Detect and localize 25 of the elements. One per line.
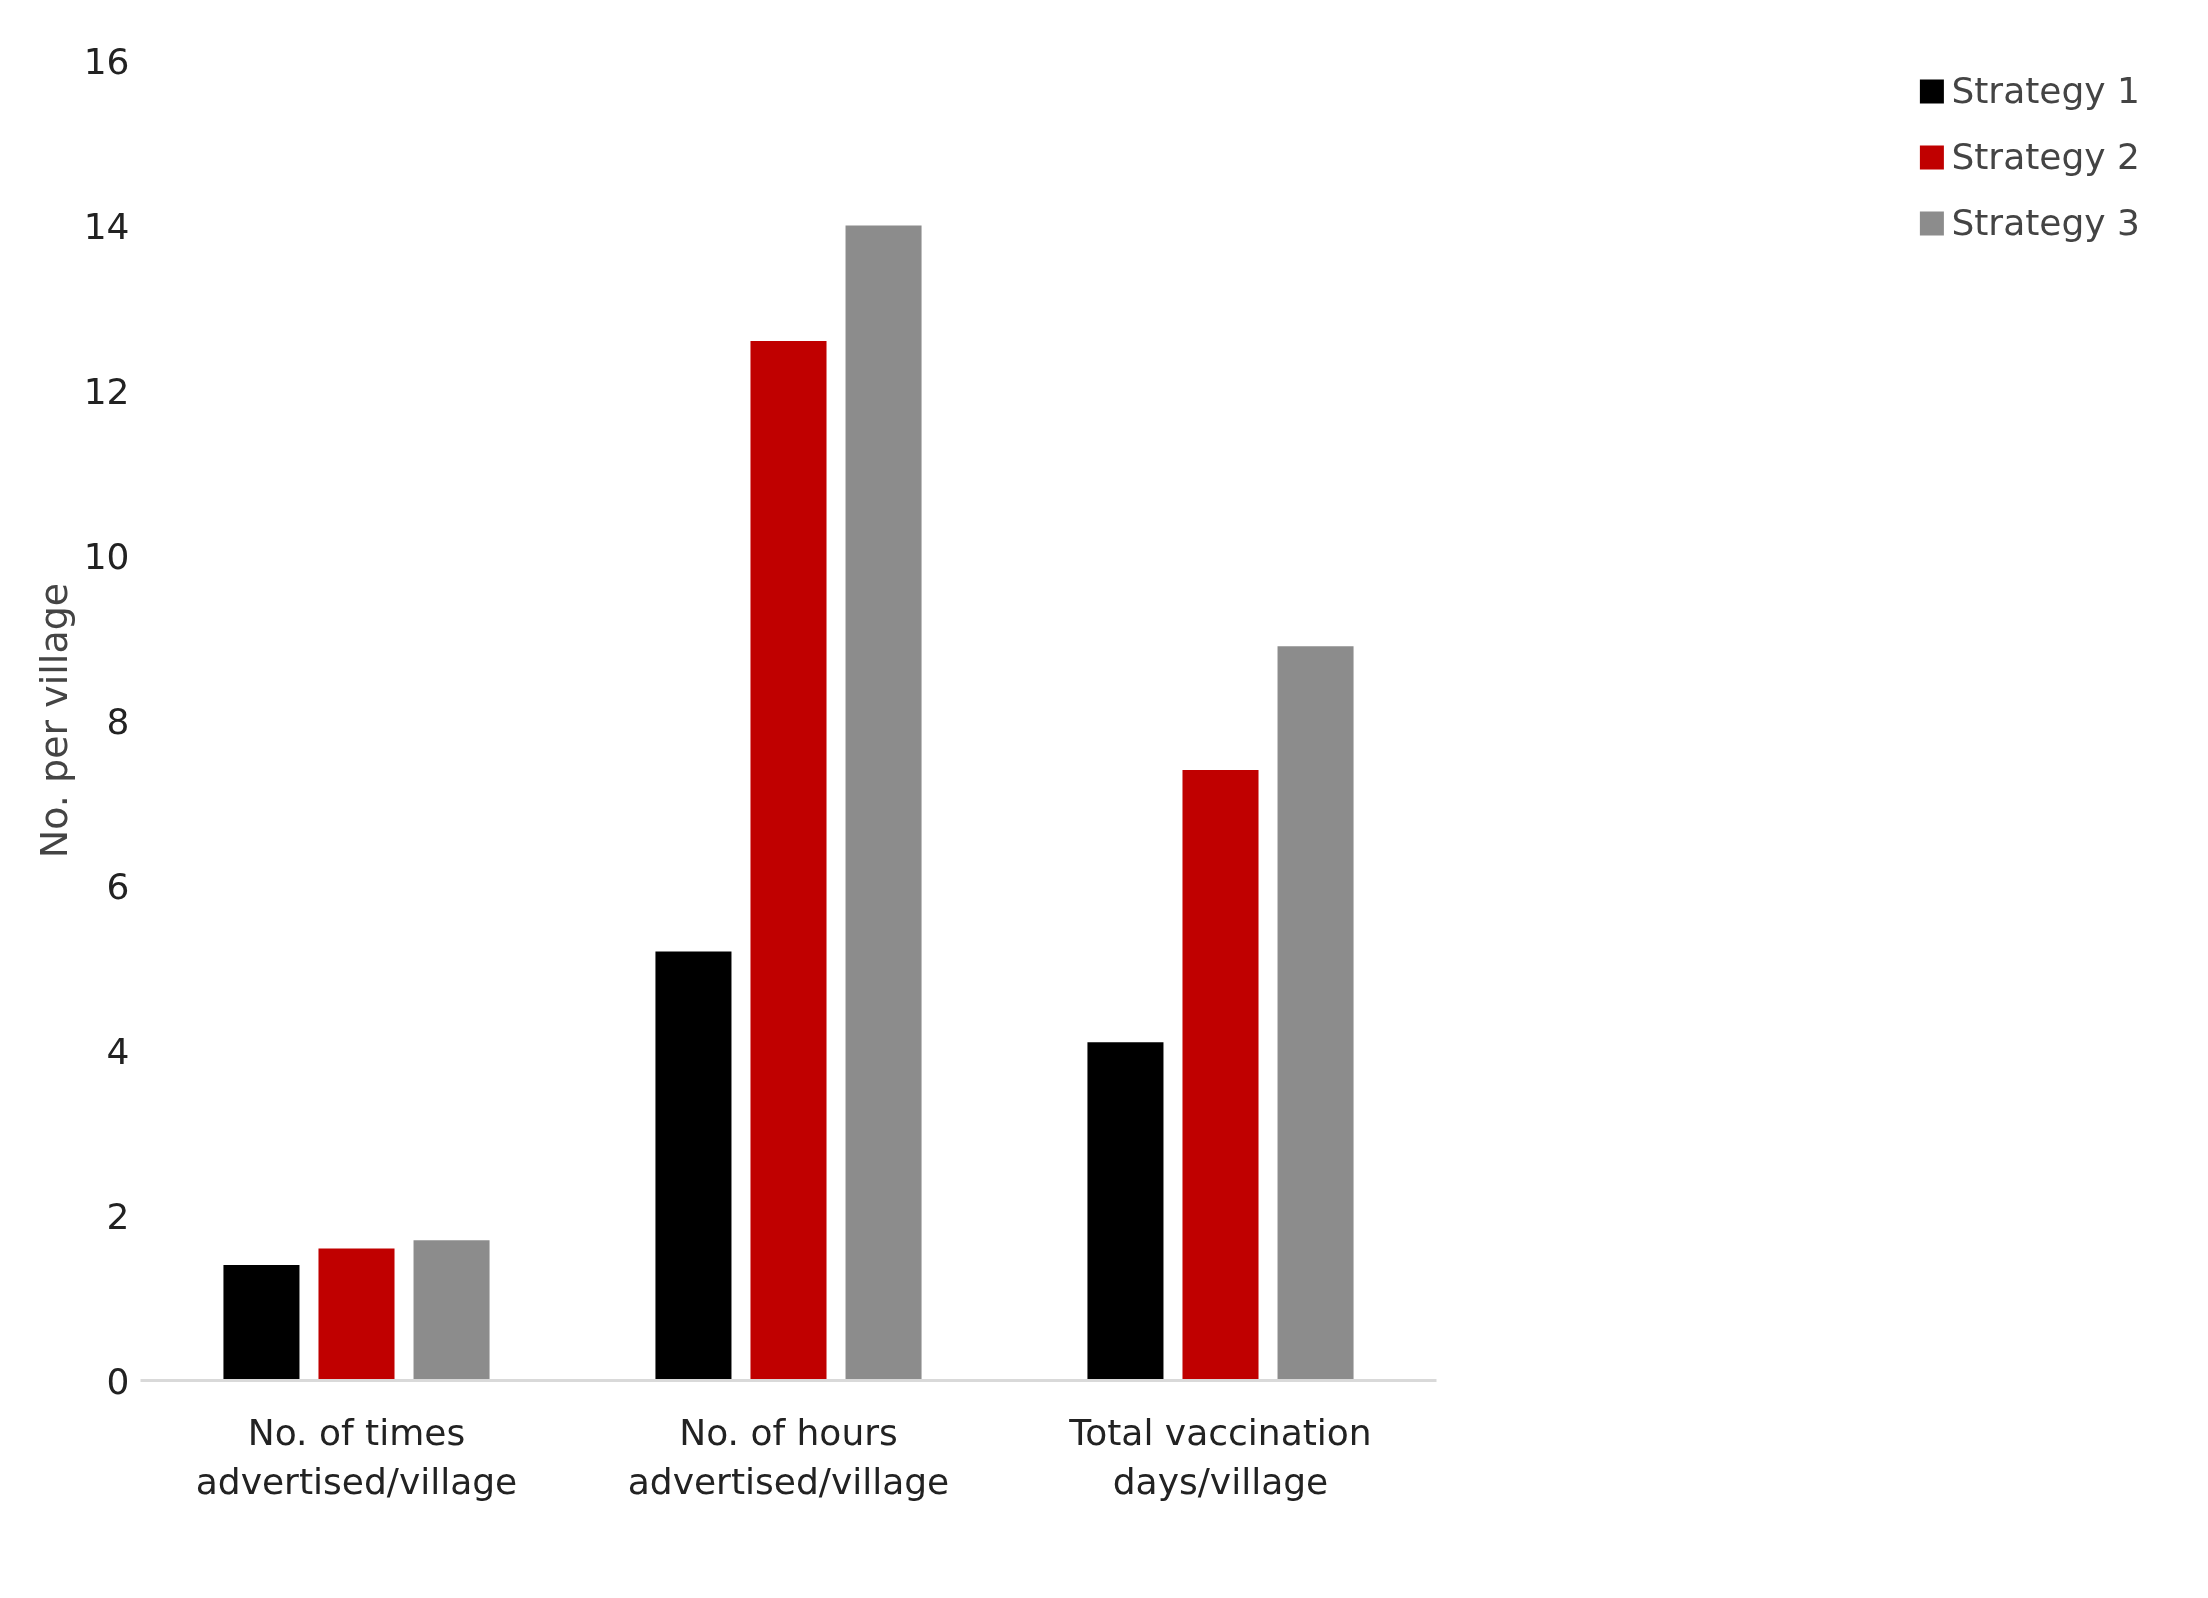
y-tick-label: 16 [83, 40, 130, 82]
bar [750, 341, 827, 1381]
y-tick-label: 4 [106, 1030, 130, 1072]
legend-label: Strategy 1 [1951, 70, 2140, 111]
legend-label: Strategy 2 [1951, 136, 2140, 177]
bar [1277, 646, 1354, 1381]
y-tick-label: 6 [106, 865, 130, 907]
y-tick-label: 0 [106, 1360, 130, 1402]
bar [1182, 770, 1259, 1381]
y-tick-label: 8 [106, 700, 130, 742]
x-tick-label: No. of hours advertised/village [627, 1411, 950, 1502]
y-tick-label: 14 [83, 205, 130, 247]
bar [223, 1265, 300, 1381]
y-tick-label: 2 [106, 1195, 130, 1237]
y-tick-label: 12 [83, 370, 130, 412]
legend-label: Strategy 3 [1951, 202, 2140, 243]
x-tick-label: Total vaccination days/village [1068, 1411, 1372, 1502]
y-tick-label: 10 [83, 535, 130, 577]
y-axis-title: No. per village [31, 582, 76, 859]
bar [413, 1240, 490, 1381]
bar [1087, 1042, 1164, 1381]
bar [655, 951, 732, 1381]
bar [845, 225, 922, 1381]
bar [318, 1248, 395, 1381]
x-tick-label: No. of times advertised/village [195, 1411, 518, 1502]
